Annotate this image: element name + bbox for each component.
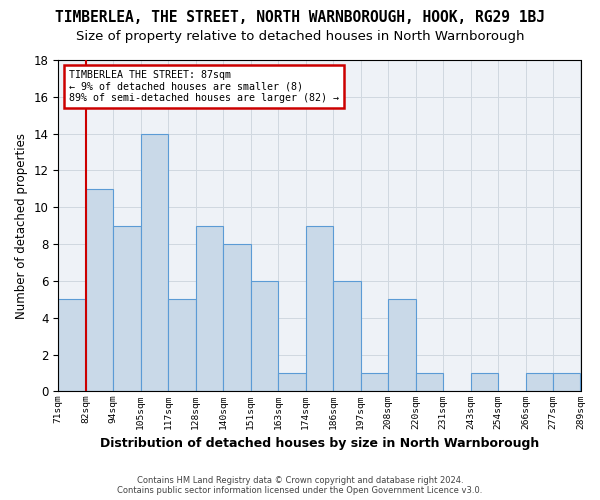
Bar xyxy=(388,300,416,392)
Text: TIMBERLEA THE STREET: 87sqm
← 9% of detached houses are smaller (8)
89% of semi-: TIMBERLEA THE STREET: 87sqm ← 9% of deta… xyxy=(69,70,339,103)
Bar xyxy=(141,134,168,392)
Bar xyxy=(361,373,388,392)
Bar xyxy=(58,300,86,392)
Bar xyxy=(196,226,223,392)
Bar xyxy=(278,373,305,392)
Text: TIMBERLEA, THE STREET, NORTH WARNBOROUGH, HOOK, RG29 1BJ: TIMBERLEA, THE STREET, NORTH WARNBOROUGH… xyxy=(55,10,545,25)
Bar xyxy=(470,373,498,392)
Bar xyxy=(86,189,113,392)
Bar xyxy=(113,226,141,392)
Bar xyxy=(333,281,361,392)
Bar xyxy=(305,226,333,392)
Y-axis label: Number of detached properties: Number of detached properties xyxy=(15,132,28,318)
Bar xyxy=(223,244,251,392)
Bar xyxy=(251,281,278,392)
Text: Size of property relative to detached houses in North Warnborough: Size of property relative to detached ho… xyxy=(76,30,524,43)
Bar xyxy=(553,373,580,392)
Bar xyxy=(526,373,553,392)
Bar xyxy=(168,300,196,392)
Bar xyxy=(416,373,443,392)
Text: Contains HM Land Registry data © Crown copyright and database right 2024.
Contai: Contains HM Land Registry data © Crown c… xyxy=(118,476,482,495)
X-axis label: Distribution of detached houses by size in North Warnborough: Distribution of detached houses by size … xyxy=(100,437,539,450)
